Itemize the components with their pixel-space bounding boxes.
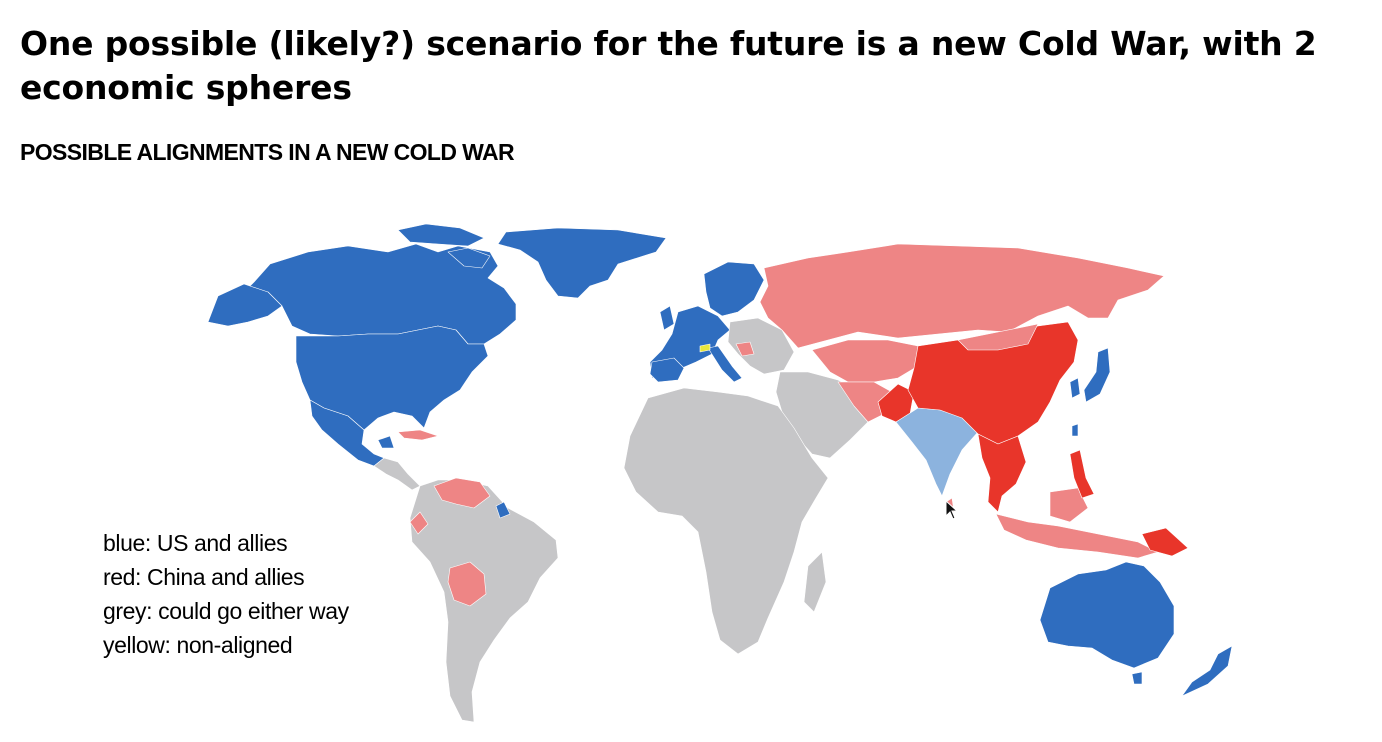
region-baffin	[447, 247, 491, 269]
legend-item-either-way: grey: could go either way	[103, 598, 349, 624]
region-australia	[1039, 561, 1175, 669]
slide-title: One possible (likely?) scenario for the …	[20, 24, 1317, 107]
region-png	[1141, 527, 1189, 557]
region-central-asia	[811, 339, 919, 383]
world-map	[198, 222, 1238, 737]
region-caribbean	[377, 435, 395, 449]
region-greenland	[497, 227, 667, 299]
region-borneo	[1049, 487, 1089, 523]
world-map-svg	[207, 223, 1233, 723]
region-venezuela	[433, 477, 491, 509]
region-switzerland	[699, 343, 711, 353]
region-new-zealand	[1181, 645, 1233, 697]
region-colombia	[409, 511, 429, 535]
region-southeast-asia	[977, 433, 1027, 513]
region-scandinavia	[703, 261, 765, 317]
region-eastern-europe	[727, 317, 795, 375]
region-uk	[659, 305, 675, 331]
region-balkans-red	[735, 341, 755, 357]
region-iberia	[649, 357, 685, 383]
region-cuba	[397, 429, 439, 441]
legend-item-non-aligned: yellow: non-aligned	[103, 632, 293, 658]
region-indonesia	[995, 513, 1159, 559]
region-korea	[1069, 377, 1081, 399]
region-italy	[707, 345, 743, 383]
region-china	[907, 321, 1079, 445]
region-south-america	[409, 479, 559, 723]
legend-item-china-allies: red: China and allies	[103, 564, 305, 590]
region-central-america	[373, 457, 421, 491]
region-arctic-islands	[397, 223, 485, 247]
map-legend: blue: US and allies red: China and allie…	[103, 526, 349, 662]
region-bolivia	[447, 561, 487, 607]
region-guiana	[495, 501, 511, 519]
region-japan	[1083, 347, 1111, 403]
region-taiwan	[1071, 423, 1079, 437]
legend-item-us-allies: blue: US and allies	[103, 530, 288, 556]
region-philippines	[1069, 449, 1095, 499]
region-alaska	[207, 283, 283, 327]
region-mongolia	[957, 323, 1039, 351]
region-russia	[759, 243, 1165, 349]
map-subtitle: POSSIBLE ALIGNMENTS IN A NEW COLD WAR	[20, 139, 515, 165]
region-tasmania	[1131, 671, 1143, 685]
region-africa	[623, 387, 829, 655]
mouse-pointer-icon	[945, 500, 959, 520]
region-madagascar	[803, 551, 827, 613]
